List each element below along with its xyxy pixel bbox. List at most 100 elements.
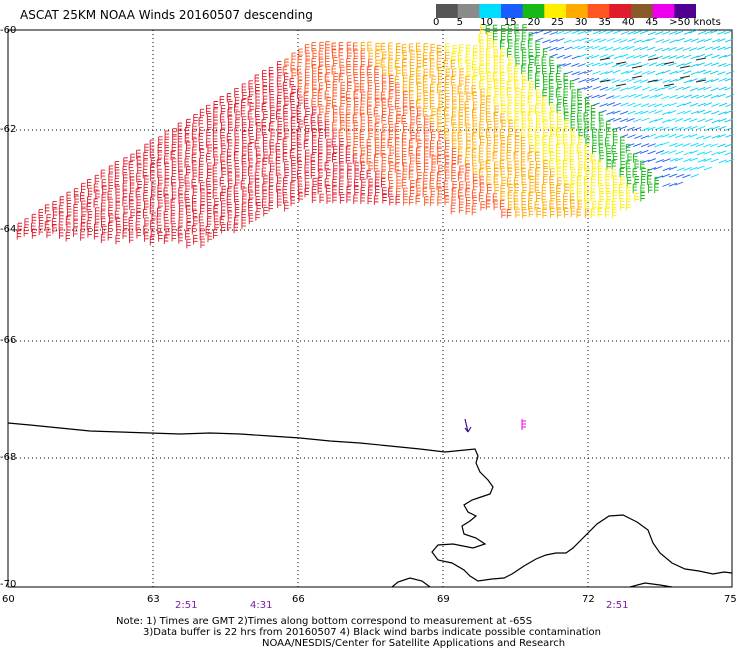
wind-barb	[389, 195, 394, 206]
wind-barb	[515, 32, 520, 42]
wind-barb	[136, 172, 141, 183]
wind-barb	[535, 120, 541, 131]
wind-barb	[31, 229, 37, 239]
wind-barb	[613, 175, 618, 186]
contaminated-wind-barb	[679, 75, 691, 79]
wind-barb	[494, 120, 499, 130]
wind-barb	[270, 114, 275, 125]
wind-barb	[606, 37, 615, 42]
wind-barb	[466, 68, 471, 78]
wind-barb	[605, 200, 611, 211]
wind-barb	[494, 168, 499, 178]
wind-barb	[158, 199, 163, 210]
wind-barb	[520, 161, 526, 171]
wind-barb	[438, 91, 443, 101]
wind-barb	[661, 47, 670, 52]
wind-barb	[199, 204, 205, 215]
wind-barb	[360, 97, 366, 108]
lon-label-63: 63	[147, 594, 160, 605]
wind-barb	[556, 201, 561, 211]
wind-barb	[144, 200, 149, 211]
wind-barb	[401, 178, 407, 189]
wind-barb	[143, 184, 149, 194]
wind-barb	[184, 191, 190, 201]
wind-barb	[543, 30, 552, 35]
wind-barb	[128, 193, 134, 203]
wind-barb	[184, 158, 189, 168]
wind-barb	[213, 181, 218, 191]
wind-barb	[599, 119, 604, 130]
wind-barb	[632, 127, 642, 131]
wind-barb	[541, 192, 547, 203]
wind-barb	[416, 99, 421, 110]
wind-barb	[689, 29, 698, 34]
wind-barb	[466, 140, 471, 151]
wind-barb	[704, 46, 714, 51]
wind-barb	[618, 184, 624, 194]
wind-barb	[577, 88, 582, 99]
wind-barb	[402, 156, 407, 166]
wind-barb	[443, 124, 449, 135]
wind-barb	[395, 91, 400, 102]
wind-barb	[486, 136, 492, 147]
wind-barb	[471, 75, 477, 86]
wind-barb	[178, 210, 184, 221]
wind-barb	[676, 167, 685, 172]
wind-barb	[108, 165, 114, 175]
wind-barb	[395, 147, 400, 158]
wind-barb	[445, 93, 450, 103]
wind-barb	[221, 224, 226, 234]
wind-barb	[227, 204, 232, 214]
wind-barb	[583, 112, 589, 122]
wind-barb	[438, 131, 443, 141]
wind-barb	[375, 186, 380, 196]
wind-barb	[683, 126, 692, 130]
wind-barb	[31, 222, 36, 233]
wind-barb	[437, 75, 443, 86]
wind-barb	[157, 207, 162, 217]
wind-barb	[549, 111, 554, 122]
wind-barb	[424, 196, 429, 206]
wind-barb	[429, 91, 435, 101]
wind-barb	[514, 113, 520, 123]
legend-label: 10	[480, 17, 493, 28]
wind-barb	[585, 96, 590, 107]
wind-barb	[345, 122, 351, 133]
wind-barb	[514, 65, 519, 75]
wind-barb	[443, 180, 449, 190]
wind-barb	[214, 221, 219, 231]
wind-barb	[277, 133, 282, 143]
wind-barb	[388, 171, 393, 181]
wind-barb	[312, 49, 317, 60]
wind-barb	[459, 68, 464, 78]
wind-barb	[557, 96, 562, 106]
wind-barb	[416, 67, 421, 77]
wind-barb	[564, 70, 573, 75]
wind-barb	[382, 194, 387, 204]
wind-barb	[697, 125, 706, 130]
wind-barb	[717, 38, 726, 43]
wind-barb	[290, 181, 295, 191]
wind-barb	[213, 108, 218, 118]
wind-barb	[422, 180, 428, 191]
wind-barb	[527, 152, 533, 162]
wind-barb	[480, 88, 485, 99]
wind-barb	[696, 165, 705, 170]
wind-barb	[597, 176, 603, 187]
wind-barb	[333, 162, 338, 172]
wind-barb	[340, 121, 345, 132]
wind-barb	[304, 164, 309, 174]
wind-barb	[262, 190, 267, 200]
wind-barb	[150, 228, 156, 238]
wind-barb	[234, 96, 240, 107]
wind-barb	[459, 195, 464, 206]
wind-barb	[598, 62, 607, 67]
wind-barb	[423, 99, 428, 110]
wind-barb	[508, 184, 513, 194]
wind-barb	[389, 75, 394, 85]
wind-barb	[711, 38, 721, 43]
wind-barb	[381, 114, 386, 124]
wind-barb	[590, 77, 600, 82]
wind-barb	[171, 144, 177, 154]
wind-barb	[262, 183, 267, 193]
